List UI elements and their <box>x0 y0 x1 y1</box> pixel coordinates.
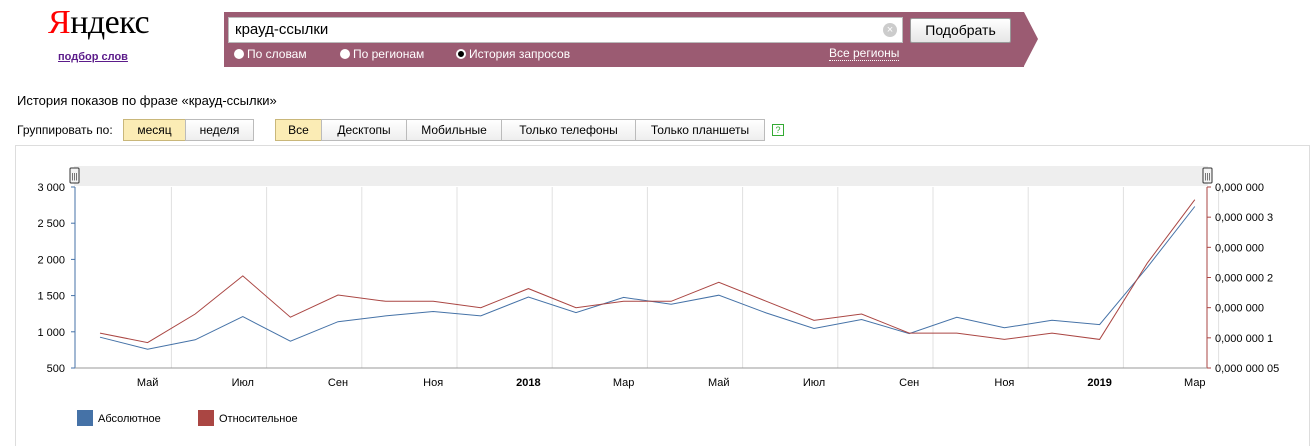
device-phones-button[interactable]: Только телефоны <box>501 119 636 141</box>
radio-label: По словам <box>247 47 307 61</box>
x-tick-label: 2019 <box>1087 377 1111 389</box>
axes: Май Июл Сен Ноя 2018 Мар Май Июл Сен Ноя 2019 Мар 50… <box>37 182 1279 389</box>
search-input[interactable]: крауд-ссылки <box>228 17 903 43</box>
y-right-tick-label: 0,000 000 <box>1215 242 1264 254</box>
radio-history[interactable]: История запросов <box>456 47 570 61</box>
x-tick-label: Мар <box>613 377 635 389</box>
x-tick-label: Май <box>708 377 730 389</box>
logo-rest: ндекс <box>70 4 150 41</box>
radio-by-words[interactable]: По словам <box>234 47 307 61</box>
clear-icon[interactable]: × <box>883 23 897 37</box>
legend: Абсолютное Относительное <box>77 410 298 426</box>
y-right-tick-label: 0,000 000 3 <box>1215 212 1273 224</box>
y-right-tick-label: 0,000 000 <box>1215 303 1264 315</box>
x-tick-label: Июл <box>803 377 825 389</box>
radio-dot-icon <box>234 49 244 59</box>
y-left-tick-label: 500 <box>47 363 65 375</box>
device-all-button[interactable]: Все <box>275 119 322 141</box>
y-left-tick-label: 1 000 <box>37 327 65 339</box>
wordstat-link[interactable]: подбор слов <box>58 51 128 63</box>
x-tick-label: Сен <box>328 377 348 389</box>
y-right-tick-label: 0,000 000 <box>1215 182 1264 194</box>
scroll-handles: ||| ||| <box>69 167 1213 184</box>
device-tablets-button[interactable]: Только планшеты <box>635 119 765 141</box>
x-tick-label: Июл <box>232 377 254 389</box>
group-by-label: Группировать по: <box>17 123 113 137</box>
help-icon[interactable]: ? <box>772 124 784 136</box>
series-lines <box>99 199 1196 350</box>
chart-scroll-track[interactable] <box>74 166 1208 186</box>
y-right-tick-label: 0,000 000 05 <box>1215 363 1279 375</box>
yandex-logo[interactable]: Яндекс <box>48 4 150 42</box>
history-title: История показов по фразе «крауд-ссылки» <box>17 93 277 108</box>
y-right-tick-label: 0,000 000 2 <box>1215 273 1273 285</box>
x-tick-label: Сен <box>899 377 919 389</box>
legend-label: Абсолютное <box>98 413 161 425</box>
y-left-tick-label: 3 000 <box>37 182 65 194</box>
legend-swatch <box>198 410 214 426</box>
radio-label: По регионам <box>353 47 425 61</box>
legend-swatch <box>77 410 93 426</box>
y-left-tick-label: 2 500 <box>37 218 65 230</box>
x-tick-label: Ноя <box>994 377 1014 389</box>
radio-dot-icon <box>340 49 350 59</box>
radio-by-regions[interactable]: По регионам <box>340 47 424 61</box>
logo-first-letter: Я <box>48 4 71 41</box>
grid <box>170 187 1220 368</box>
x-tick-label: Ноя <box>423 377 443 389</box>
series-line-relative <box>99 199 1196 344</box>
scroll-handle-grip: ||| <box>1204 172 1210 181</box>
device-mobile-button[interactable]: Мобильные <box>406 119 502 141</box>
y-left-tick-label: 1 500 <box>37 291 65 303</box>
device-desktop-button[interactable]: Десктопы <box>321 119 407 141</box>
y-right-tick-label: 0,000 000 1 <box>1215 333 1273 345</box>
legend-label: Относительное <box>219 413 298 425</box>
x-tick-label: Мар <box>1184 377 1206 389</box>
radio-dot-selected-icon <box>456 49 466 59</box>
scroll-handle-icon <box>1202 167 1213 184</box>
y-left-tick-label: 2 000 <box>37 254 65 266</box>
x-tick-label: Май <box>137 377 159 389</box>
scroll-handle-grip: ||| <box>71 172 77 181</box>
radio-label: История запросов <box>469 47 571 61</box>
all-regions-link[interactable]: Все регионы <box>829 46 900 61</box>
search-button[interactable]: Подобрать <box>910 18 1011 43</box>
x-tick-label: 2018 <box>516 377 540 389</box>
group-week-button[interactable]: неделя <box>185 119 254 141</box>
scroll-handle-icon <box>69 167 80 184</box>
chart-frame <box>15 145 1310 446</box>
group-month-button[interactable]: месяц <box>123 119 186 141</box>
search-panel-arrow <box>1024 12 1038 66</box>
